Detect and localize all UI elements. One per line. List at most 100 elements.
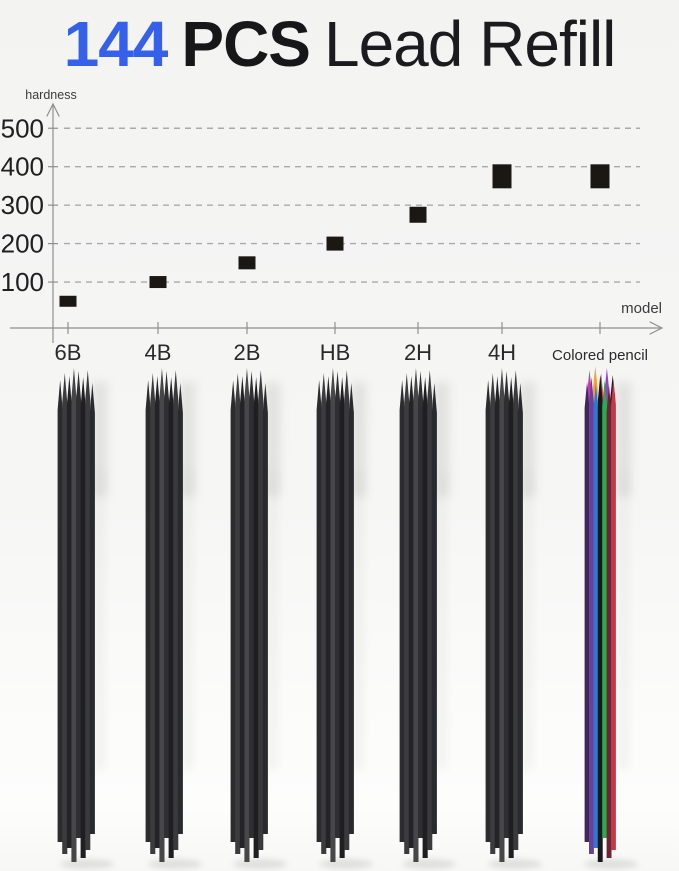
chart-marker-6B xyxy=(59,295,77,307)
pencil-lead xyxy=(159,368,165,862)
floor-shadow xyxy=(60,859,114,869)
pencil-lead xyxy=(597,375,603,862)
pencil-lead xyxy=(66,376,72,848)
pencil-lead xyxy=(177,383,183,834)
pencil-lead xyxy=(413,368,419,862)
x-tick-label: 4B xyxy=(145,340,172,365)
y-axis-arrow-icon xyxy=(46,102,60,117)
pencil-lead xyxy=(335,371,341,838)
floor-shadow xyxy=(233,859,287,869)
pencil-lead xyxy=(154,376,160,848)
shaft-shadow xyxy=(437,470,446,770)
pencil-bundle-4b xyxy=(145,368,202,869)
pencil-lead xyxy=(57,380,63,842)
shaft-shadow xyxy=(619,470,628,770)
floor-shadow xyxy=(584,859,638,869)
pencil-lead xyxy=(606,386,612,858)
pencil-lead xyxy=(145,380,151,842)
pencil-lead xyxy=(431,383,437,834)
title-unit: PCS xyxy=(181,8,311,80)
pencil-lead xyxy=(235,373,241,854)
pencil-lead xyxy=(404,373,410,854)
x-tick-label: 4H xyxy=(488,340,516,365)
pencil-lead xyxy=(348,383,354,834)
chart-plot-area: 100 200 300 400 500 6B 4B 2B HB 2H 4H Colored penci… xyxy=(1,113,648,365)
x-tick-label: 6B xyxy=(55,340,82,365)
tip-shadow xyxy=(92,382,107,497)
pencil-lead xyxy=(517,383,523,834)
pencil-bundle-2b xyxy=(230,368,287,869)
y-tick-label: 100 xyxy=(1,267,44,297)
tip-shadow xyxy=(520,382,535,497)
pencil-lead xyxy=(89,383,95,834)
pencil-bundles xyxy=(57,366,638,869)
pencil-lead xyxy=(262,383,268,834)
pencil-lead xyxy=(499,368,505,862)
tip-shadow xyxy=(616,382,631,497)
pencil-lead xyxy=(611,379,616,850)
chart-marker-Colored pencil xyxy=(590,164,610,189)
pencil-lead xyxy=(168,377,174,858)
title-text: Lead Refill xyxy=(323,8,616,80)
pencil-lead xyxy=(494,376,500,848)
pencil-lead xyxy=(150,373,156,854)
pencil-bundle-hb xyxy=(316,368,373,869)
pencil-lead xyxy=(508,377,514,858)
pencil-lead xyxy=(339,377,345,858)
pencil-lead xyxy=(593,384,599,848)
x-tick-label: 2H xyxy=(404,340,432,365)
pencil-bundle-2h xyxy=(399,368,456,869)
x-tick-label: Colored pencil xyxy=(552,347,648,364)
shaft-shadow xyxy=(523,470,532,770)
pencil-lead xyxy=(239,376,245,848)
chart-marker-2H xyxy=(409,206,427,223)
tip-shadow xyxy=(434,382,449,497)
tip-shadow xyxy=(265,382,280,497)
pencil-lead xyxy=(602,380,608,838)
pencil-lead xyxy=(244,368,250,862)
x-tick-label: 2B xyxy=(234,340,261,365)
y-tick-label: 300 xyxy=(1,190,44,220)
pencil-lead xyxy=(504,371,510,838)
title-count: 144 xyxy=(63,8,169,80)
pencil-lead xyxy=(85,370,91,850)
pencil-lead xyxy=(249,371,255,838)
y-tick-label: 400 xyxy=(1,152,44,182)
pencil-lead xyxy=(344,370,350,850)
pencil-lead xyxy=(325,376,331,848)
product-title: 144 PCS Lead Refill xyxy=(0,10,679,96)
pencil-lead xyxy=(399,380,405,842)
chart-marker-2B xyxy=(238,256,256,270)
pencil-lead xyxy=(164,371,170,838)
floor-shadow xyxy=(402,859,456,869)
pencil-lead xyxy=(513,370,519,850)
pencil-lead xyxy=(258,370,264,850)
y-tick-label: 500 xyxy=(1,113,44,143)
pencil-lead xyxy=(490,373,496,854)
x-axis-label: model xyxy=(621,300,662,317)
shaft-shadow xyxy=(354,470,363,770)
pencil-lead xyxy=(418,371,424,838)
pencil-lead xyxy=(321,373,327,854)
pencil-lead xyxy=(76,371,82,838)
pencil-bundle-6b xyxy=(57,368,114,869)
y-axis-label: hardness xyxy=(25,88,76,102)
pencil-lead xyxy=(230,380,236,842)
chart-marker-4B xyxy=(149,276,167,289)
shaft-shadow xyxy=(268,470,277,770)
chart-marker-HB xyxy=(326,236,344,251)
pencil-lead xyxy=(485,380,491,842)
pencil-lead xyxy=(330,368,336,862)
x-tick-label: HB xyxy=(320,340,351,365)
floor-shadow xyxy=(148,859,202,869)
pencil-lead xyxy=(62,373,68,854)
x-axis-arrow-icon xyxy=(649,321,664,335)
chart-axes: hardness model xyxy=(10,88,664,343)
shaft-shadow xyxy=(183,470,192,770)
shaft-shadow xyxy=(95,470,104,770)
tip-shadow xyxy=(180,382,195,497)
chart-marker-4H xyxy=(492,164,512,189)
y-tick-label: 200 xyxy=(1,229,44,259)
pencil-lead xyxy=(427,370,433,850)
